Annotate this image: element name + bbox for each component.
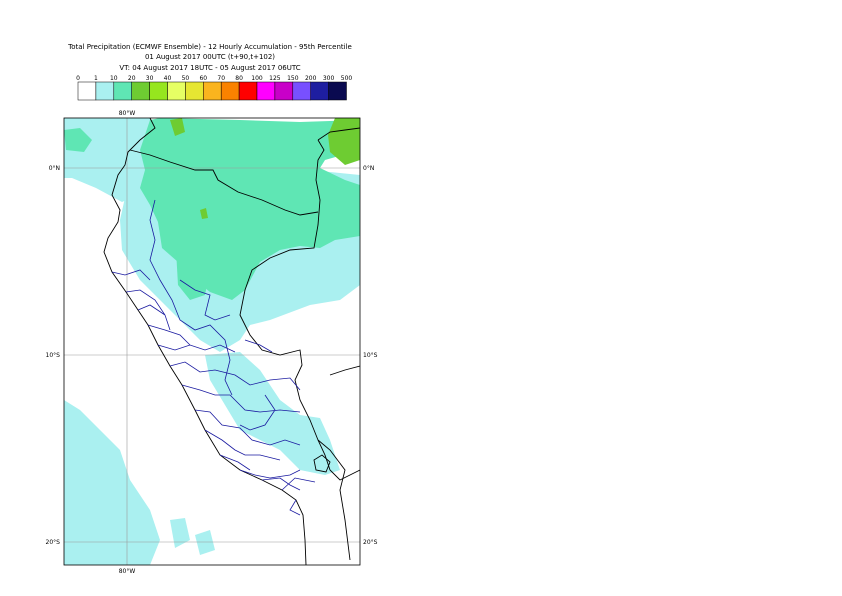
legend-threshold-label: 20 — [128, 75, 136, 82]
map-title-line2: 01 August 2017 00UTC (t+90,t+102) — [144, 53, 276, 61]
legend-threshold-label: 500 — [341, 75, 353, 82]
country-border-brazil-colombia — [317, 127, 360, 141]
legend-threshold-label: 125 — [269, 75, 281, 82]
lat-label-left-0: 0°N — [49, 165, 60, 172]
legend-threshold-label: 300 — [323, 75, 335, 82]
precipitation-legend: 0 1 10 20 30 40 50 60 70 80 100 125 150 200 300 500 — [76, 75, 353, 101]
legend-threshold-label: 10 — [110, 75, 118, 82]
boundaries — [103, 118, 360, 565]
lat-label-right-10s: 10°S — [363, 352, 378, 359]
coastline — [103, 118, 307, 565]
precip-heavy-areas — [170, 118, 360, 219]
precip-moderate-areas — [64, 118, 360, 300]
lon-label-top: 80°W — [119, 110, 136, 117]
legend-threshold-label: 150 — [287, 75, 299, 82]
legend-threshold-label: 60 — [199, 75, 207, 82]
map-plot-area — [64, 118, 360, 565]
lon-label-bottom: 80°W — [119, 568, 136, 575]
legend-threshold-label: 30 — [146, 75, 154, 82]
legend-threshold-label: 70 — [217, 75, 225, 82]
legend-threshold-label: 80 — [235, 75, 243, 82]
lat-label-right-20s: 20°S — [363, 539, 378, 546]
lake-titicaca — [313, 454, 331, 473]
map-title-line1: Total Precipitation (ECMWF Ensemble) - 1… — [68, 43, 352, 51]
legend-threshold-label: 40 — [164, 75, 172, 82]
legend-threshold-label: 1 — [94, 75, 98, 82]
legend-threshold-label: 200 — [305, 75, 317, 82]
admin-boundaries — [111, 199, 316, 516]
legend-color-box — [328, 81, 347, 101]
lat-label-left-10s: 10°S — [46, 352, 61, 359]
map-frame — [63, 117, 361, 566]
lat-label-right-0: 0°N — [363, 165, 374, 172]
legend-threshold-label: 100 — [251, 75, 263, 82]
map-title-line3: VT: 04 August 2017 18UTC - 05 August 201… — [119, 64, 301, 72]
graticule — [64, 118, 360, 565]
lat-label-left-20s: 20°S — [46, 539, 61, 546]
country-border-bolivia — [317, 365, 360, 561]
legend-threshold-label: 0 — [76, 75, 80, 82]
legend-threshold-label: 50 — [182, 75, 190, 82]
country-border-colombia-ecuador — [129, 149, 319, 216]
